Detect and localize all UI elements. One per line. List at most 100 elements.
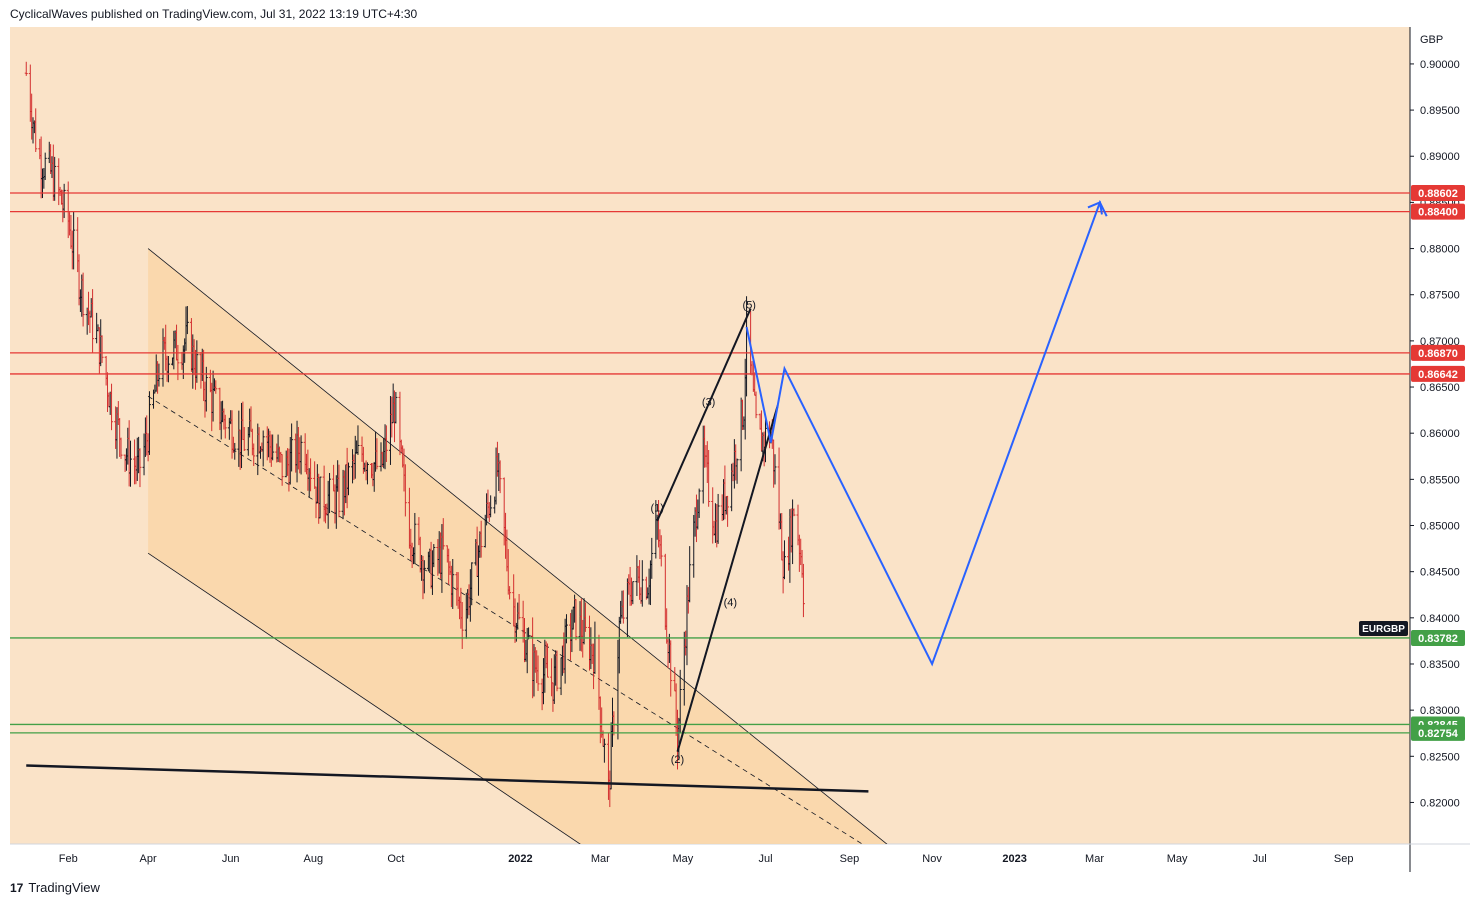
- ohlc-bar: [422, 560, 426, 594]
- ohlc-bar: [157, 363, 161, 387]
- price-label-resistance[interactable]: 0.86870: [1411, 344, 1465, 361]
- price-label-text: 0.83782: [1418, 633, 1458, 645]
- wave-label: (5): [743, 300, 756, 312]
- price-label-resistance[interactable]: 0.86642: [1411, 365, 1465, 382]
- x-tick-label: Jun: [222, 853, 240, 865]
- ohlc-bar: [640, 560, 644, 607]
- price-label-resistance[interactable]: 0.88400: [1411, 203, 1465, 220]
- ohlc-bar: [470, 562, 474, 606]
- ohlc-bar: [337, 464, 341, 518]
- ohlc-bar: [252, 443, 256, 466]
- x-tick-label: Aug: [303, 853, 323, 865]
- attribution-header: CyclicalWaves published on TradingView.c…: [10, 7, 417, 21]
- ohlc-bar: [290, 423, 294, 472]
- ohlc-bar: [801, 563, 805, 618]
- ohlc-bar: [726, 495, 730, 527]
- y-tick-label: 0.85000: [1420, 521, 1460, 533]
- y-tick-label: 0.84000: [1420, 613, 1460, 625]
- ohlc-bar: [233, 442, 237, 460]
- branding-footer: 17 TradingView: [10, 880, 100, 895]
- x-tick-label: 2023: [1002, 853, 1026, 865]
- x-tick-label: Sep: [1334, 853, 1354, 865]
- currency-label: GBP: [1420, 34, 1443, 46]
- ohlc-bar: [451, 559, 455, 609]
- ohlc-bar: [24, 61, 28, 76]
- ohlc-bar: [271, 434, 275, 461]
- price-chart[interactable]: (1) (2) (3) (4) (5) GBP 0.90000 0.89500 0.89000…: [0, 27, 1470, 872]
- x-tick-label: Feb: [59, 853, 78, 865]
- ohlc-bar: [688, 546, 692, 603]
- y-tick-label: 0.82000: [1420, 797, 1460, 809]
- time-scale-area[interactable]: [10, 844, 1470, 872]
- ohlc-bar: [100, 335, 104, 363]
- ohlc-bar: [602, 738, 606, 763]
- y-tick-label: 0.90000: [1420, 59, 1460, 71]
- ohlc-bar: [631, 581, 635, 605]
- ohlc-bar: [299, 435, 303, 475]
- channel-midline[interactable]: [147, 395, 973, 872]
- price-label-text: 0.86870: [1418, 348, 1458, 360]
- ohlc-bar: [479, 520, 483, 558]
- price-label-text: 0.82754: [1418, 728, 1459, 740]
- ohlc-bar: [356, 425, 360, 455]
- x-tick-label: 2022: [508, 853, 532, 865]
- ohlc-bar: [754, 391, 758, 419]
- symbol-tag-text: EURGBP: [1362, 624, 1405, 635]
- ohlc-bar: [110, 383, 114, 431]
- wave-channel-line[interactable]: [656, 308, 752, 522]
- price-label-bg: [1411, 365, 1465, 382]
- y-tick-label: 0.86500: [1420, 382, 1460, 394]
- support-trendline[interactable]: [26, 764, 869, 793]
- ohlc-bar: [166, 355, 170, 383]
- ohlc-bar: [678, 669, 682, 733]
- ohlc-bar: [119, 437, 123, 459]
- ohlc-bar: [280, 454, 284, 486]
- ohlc-bar: [195, 340, 199, 383]
- wave-label: (2): [671, 754, 684, 766]
- attribution-text: CyclicalWaves published on TradingView.c…: [10, 7, 418, 21]
- channel-upper-line[interactable]: [147, 248, 973, 872]
- ohlc-bar: [536, 655, 540, 691]
- ohlc-bar: [62, 183, 66, 219]
- x-tick-label: May: [1167, 853, 1188, 865]
- price-label-bg: [1411, 344, 1465, 361]
- ohlc-bar: [792, 508, 796, 517]
- y-tick-label: 0.89500: [1420, 105, 1460, 117]
- ohlc-bar: [650, 537, 654, 579]
- ohlc-bar: [621, 590, 625, 624]
- ohlc-bar: [43, 152, 47, 181]
- x-tick-label: May: [673, 853, 694, 865]
- symbol-tag-bg: [1359, 620, 1408, 636]
- wave-label: (1): [650, 503, 663, 515]
- ohlc-bar: [328, 472, 332, 514]
- y-tick-label: 0.83000: [1420, 705, 1460, 717]
- chart-panel[interactable]: (1) (2) (3) (4) (5) GBP 0.90000 0.89500 0.89000…: [0, 27, 1470, 872]
- price-label-resistance[interactable]: 0.88602: [1411, 184, 1465, 201]
- x-tick-label: Mar: [1085, 853, 1104, 865]
- ohlc-bar: [214, 380, 218, 394]
- ohlc-bar: [318, 476, 322, 519]
- ohlc-bar: [669, 640, 673, 697]
- ohlc-bar: [716, 493, 720, 544]
- ohlc-bar: [138, 448, 142, 488]
- ohlc-bar: [34, 108, 38, 152]
- ohlc-bar: [574, 599, 578, 641]
- ohlc-bar: [773, 454, 777, 485]
- price-label-support[interactable]: 0.83782: [1411, 629, 1465, 646]
- ohlc-bar: [508, 586, 512, 600]
- ohlc-bar: [81, 272, 85, 327]
- ohlc-bar: [185, 306, 189, 335]
- ohlc-bar: [403, 464, 407, 517]
- price-scale-area[interactable]: [1410, 27, 1470, 844]
- ohlc-bar: [441, 518, 445, 550]
- price-label-support[interactable]: 0.82754: [1411, 724, 1465, 741]
- y-tick-label: 0.89000: [1420, 151, 1460, 163]
- x-tick-label: Sep: [840, 853, 860, 865]
- wave-channel-line[interactable]: [676, 405, 779, 752]
- price-label-bg: [1411, 184, 1465, 201]
- ohlc-bar: [223, 414, 227, 439]
- wave-label: (3): [702, 396, 715, 408]
- y-tick-label: 0.86000: [1420, 428, 1460, 440]
- ohlc-bar: [72, 211, 76, 270]
- price-label-text: 0.88602: [1418, 188, 1458, 200]
